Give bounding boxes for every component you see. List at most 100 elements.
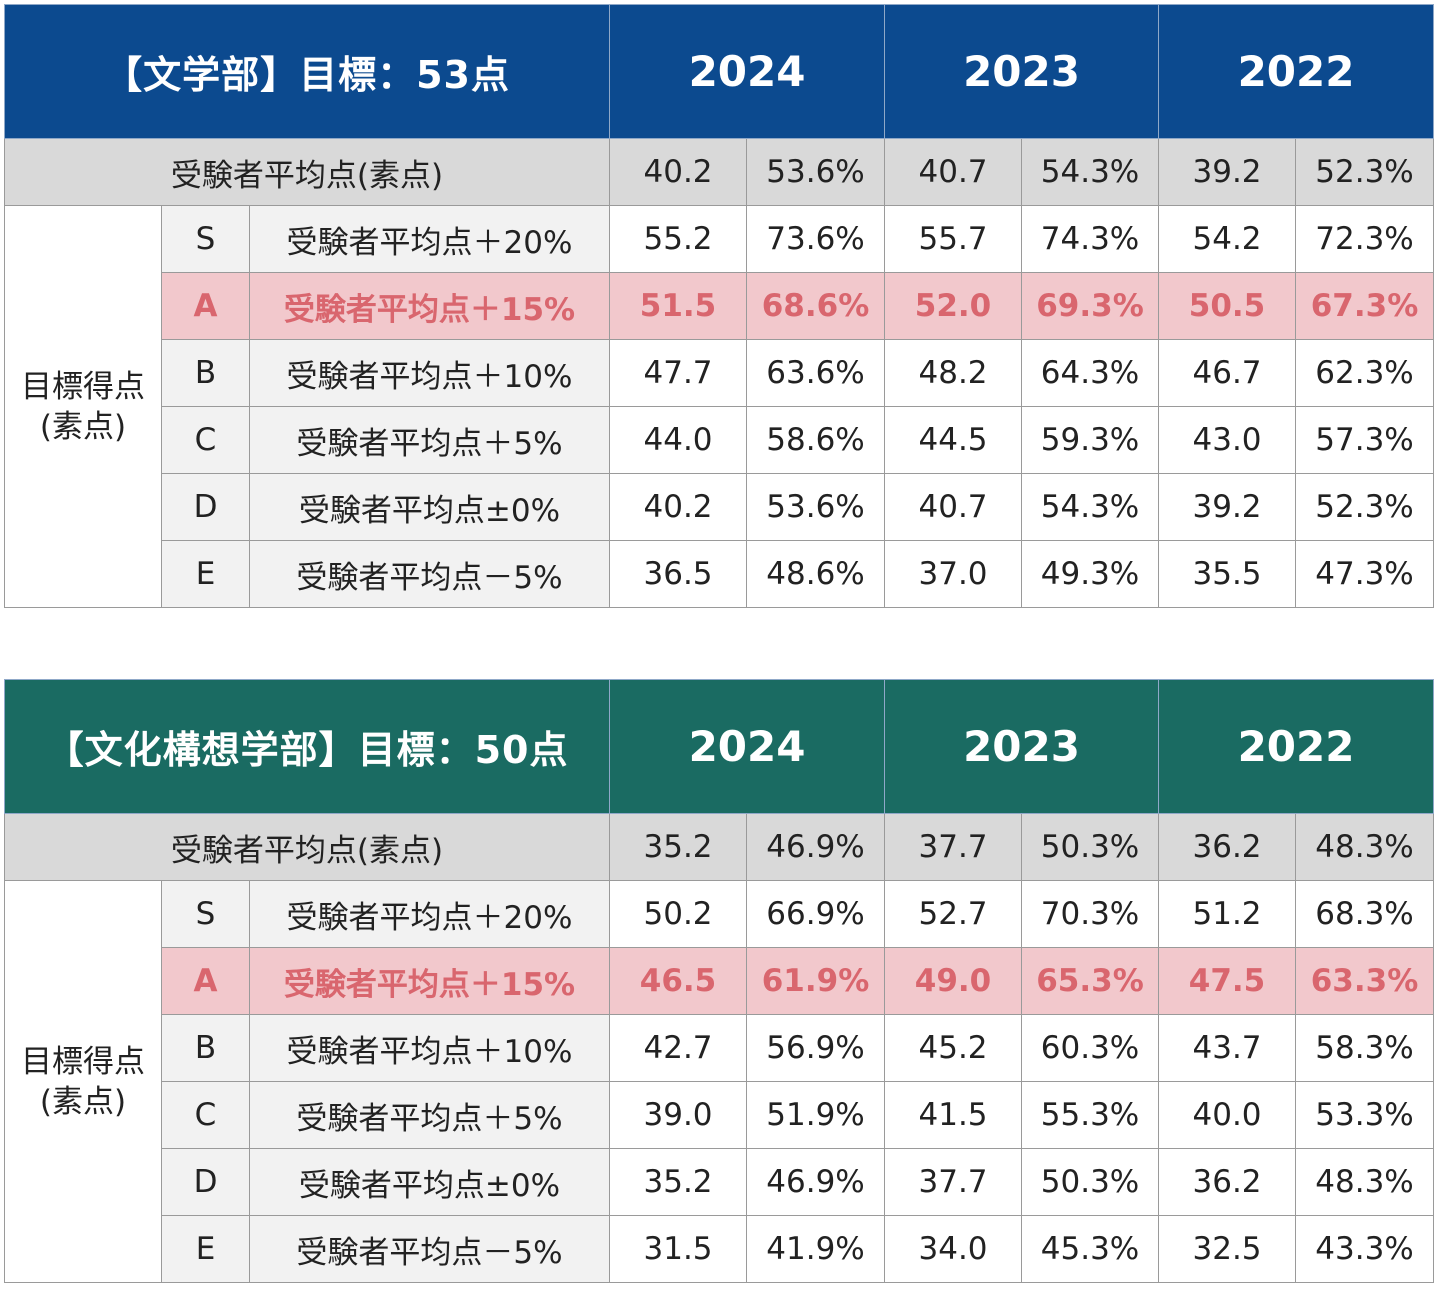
target-label: 受験者平均点＋15% [248, 947, 611, 1015]
year-header: 2022 [1158, 679, 1435, 814]
value-cell: 47.3% [1295, 540, 1435, 608]
value-cell: 46.7 [1158, 339, 1297, 407]
value-cell: 50.3% [1021, 1148, 1160, 1216]
average-cell: 52.3% [1295, 138, 1435, 206]
year-header: 2024 [609, 679, 886, 814]
value-cell: 53.3% [1295, 1081, 1435, 1149]
value-cell: 54.2 [1158, 205, 1297, 273]
table-title: 【文学部】目標：53点 [3, 4, 611, 139]
average-cell: 37.7 [884, 813, 1023, 881]
side-label-line: 目標得点 [21, 368, 145, 405]
table-row: D 受験者平均点±0% 35.2 46.9% 37.7 50.3% 36.2 4… [5, 1148, 1435, 1216]
value-cell: 51.2 [1158, 880, 1297, 948]
score-table-literature: 【文学部】目標：53点 2024 2023 2022 受験者平均点(素点) 40… [3, 4, 1435, 608]
header-row: 【文化構想学部】目標：50点 2024 2023 2022 [3, 679, 1435, 814]
value-cell: 74.3% [1021, 205, 1160, 273]
value-cell: 43.0 [1158, 406, 1297, 474]
value-cell: 53.6% [746, 473, 886, 541]
value-cell: 54.3% [1021, 473, 1160, 541]
value-cell: 46.5 [609, 947, 748, 1015]
value-cell: 68.3% [1295, 880, 1435, 948]
table-row-highlighted: A 受験者平均点＋15% 51.5 68.6% 52.0 69.3% 50.5 … [5, 272, 1435, 340]
value-cell: 42.7 [609, 1014, 748, 1082]
value-cell: 69.3% [1021, 272, 1160, 340]
target-label: 受験者平均点＋10% [248, 339, 611, 407]
value-cell: 40.7 [884, 473, 1023, 541]
average-cell: 53.6% [746, 138, 886, 206]
table-row: 目標得点 (素点) S 受験者平均点＋20% 50.2 66.9% 52.7 70… [4, 880, 1435, 1283]
year-header: 2024 [609, 4, 886, 139]
side-label-line: (素点) [39, 1083, 127, 1120]
value-cell: 63.6% [746, 339, 886, 407]
value-cell: 37.0 [884, 540, 1023, 608]
average-cell: 54.3% [1021, 138, 1160, 206]
table-title: 【文化構想学部】目標：50点 [3, 679, 611, 814]
value-cell: 46.9% [746, 1148, 886, 1216]
average-row: 受験者平均点(素点) 35.2 46.9% 37.7 50.3% 36.2 48… [3, 813, 1435, 881]
value-cell: 51.5 [609, 272, 748, 340]
value-cell: 73.6% [746, 205, 886, 273]
average-cell: 50.3% [1021, 813, 1160, 881]
table-row: B 受験者平均点＋10% 47.7 63.6% 48.2 64.3% 46.7 … [5, 339, 1435, 407]
value-cell: 47.7 [609, 339, 748, 407]
target-label: 受験者平均点＋10% [248, 1014, 611, 1082]
target-label: 受験者平均点＋5% [248, 406, 611, 474]
target-label: 受験者平均点＋20% [248, 880, 611, 948]
average-cell: 35.2 [609, 813, 748, 881]
value-cell: 49.3% [1021, 540, 1160, 608]
value-cell: 56.9% [746, 1014, 886, 1082]
value-cell: 55.2 [609, 205, 748, 273]
value-cell: 72.3% [1295, 205, 1435, 273]
value-cell: 50.2 [609, 880, 748, 948]
value-cell: 44.0 [609, 406, 748, 474]
value-cell: 63.3% [1295, 947, 1435, 1015]
average-cell: 40.7 [884, 138, 1023, 206]
value-cell: 48.3% [1295, 1148, 1435, 1216]
year-header: 2023 [884, 679, 1160, 814]
value-cell: 45.3% [1021, 1215, 1160, 1283]
value-cell: 65.3% [1021, 947, 1160, 1015]
grade-cell: D [161, 473, 250, 541]
value-cell: 55.3% [1021, 1081, 1160, 1149]
value-cell: 52.3% [1295, 473, 1435, 541]
side-label: 目標得点 (素点) [4, 205, 162, 608]
table-row: C 受験者平均点＋5% 44.0 58.6% 44.5 59.3% 43.0 5… [5, 406, 1435, 474]
table-row: 目標得点 (素点) S 受験者平均点＋20% 55.2 73.6% 55.7 74… [4, 205, 1435, 608]
value-cell: 58.6% [746, 406, 886, 474]
value-cell: 47.5 [1158, 947, 1297, 1015]
side-label-line: (素点) [39, 408, 127, 445]
value-cell: 57.3% [1295, 406, 1435, 474]
value-cell: 44.5 [884, 406, 1023, 474]
table-row: C 受験者平均点＋5% 39.0 51.9% 41.5 55.3% 40.0 5… [5, 1081, 1435, 1149]
target-label: 受験者平均点±0% [248, 473, 611, 541]
average-cell: 39.2 [1158, 138, 1297, 206]
value-cell: 41.5 [884, 1081, 1023, 1149]
grade-cell: D [161, 1148, 250, 1216]
value-cell: 48.2 [884, 339, 1023, 407]
value-cell: 66.9% [746, 880, 886, 948]
value-cell: 48.6% [746, 540, 886, 608]
header-row: 【文学部】目標：53点 2024 2023 2022 [3, 4, 1435, 139]
grade-cell: C [161, 406, 250, 474]
side-label-line: 目標得点 [21, 1043, 145, 1080]
value-cell: 36.5 [609, 540, 748, 608]
value-cell: 62.3% [1295, 339, 1435, 407]
grade-cell: E [161, 540, 250, 608]
average-cell: 48.3% [1295, 813, 1435, 881]
average-cell: 36.2 [1158, 813, 1297, 881]
average-label: 受験者平均点(素点) [3, 138, 611, 206]
table-row: B 受験者平均点＋10% 42.7 56.9% 45.2 60.3% 43.7 … [5, 1014, 1435, 1082]
table-row: D 受験者平均点±0% 40.2 53.6% 40.7 54.3% 39.2 5… [5, 473, 1435, 541]
value-cell: 67.3% [1295, 272, 1435, 340]
value-cell: 31.5 [609, 1215, 748, 1283]
grade-cell: S [161, 880, 250, 948]
value-cell: 60.3% [1021, 1014, 1160, 1082]
value-cell: 40.2 [609, 473, 748, 541]
value-cell: 70.3% [1021, 880, 1160, 948]
target-label: 受験者平均点＋5% [248, 1081, 611, 1149]
target-label: 受験者平均点－5% [248, 1215, 611, 1283]
value-cell: 40.0 [1158, 1081, 1297, 1149]
value-cell: 51.9% [746, 1081, 886, 1149]
average-label: 受験者平均点(素点) [3, 813, 611, 881]
target-label: 受験者平均点＋15% [248, 272, 611, 340]
